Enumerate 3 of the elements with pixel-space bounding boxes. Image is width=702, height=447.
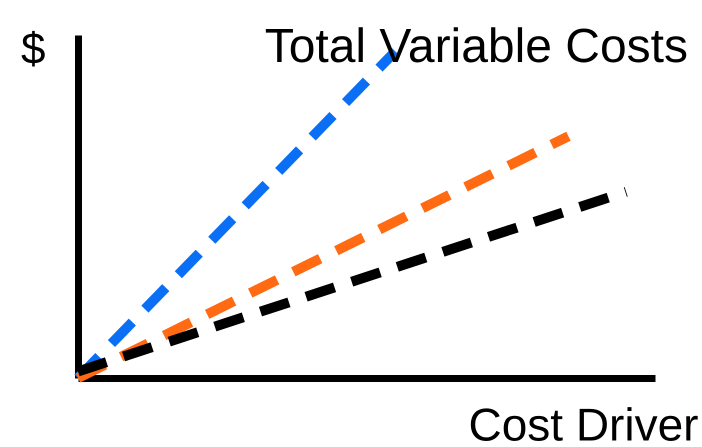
- y-axis-title: $: [21, 24, 46, 74]
- x-axis-title: Cost Driver: [468, 398, 698, 447]
- chart-title: Total Variable Costs: [264, 20, 688, 73]
